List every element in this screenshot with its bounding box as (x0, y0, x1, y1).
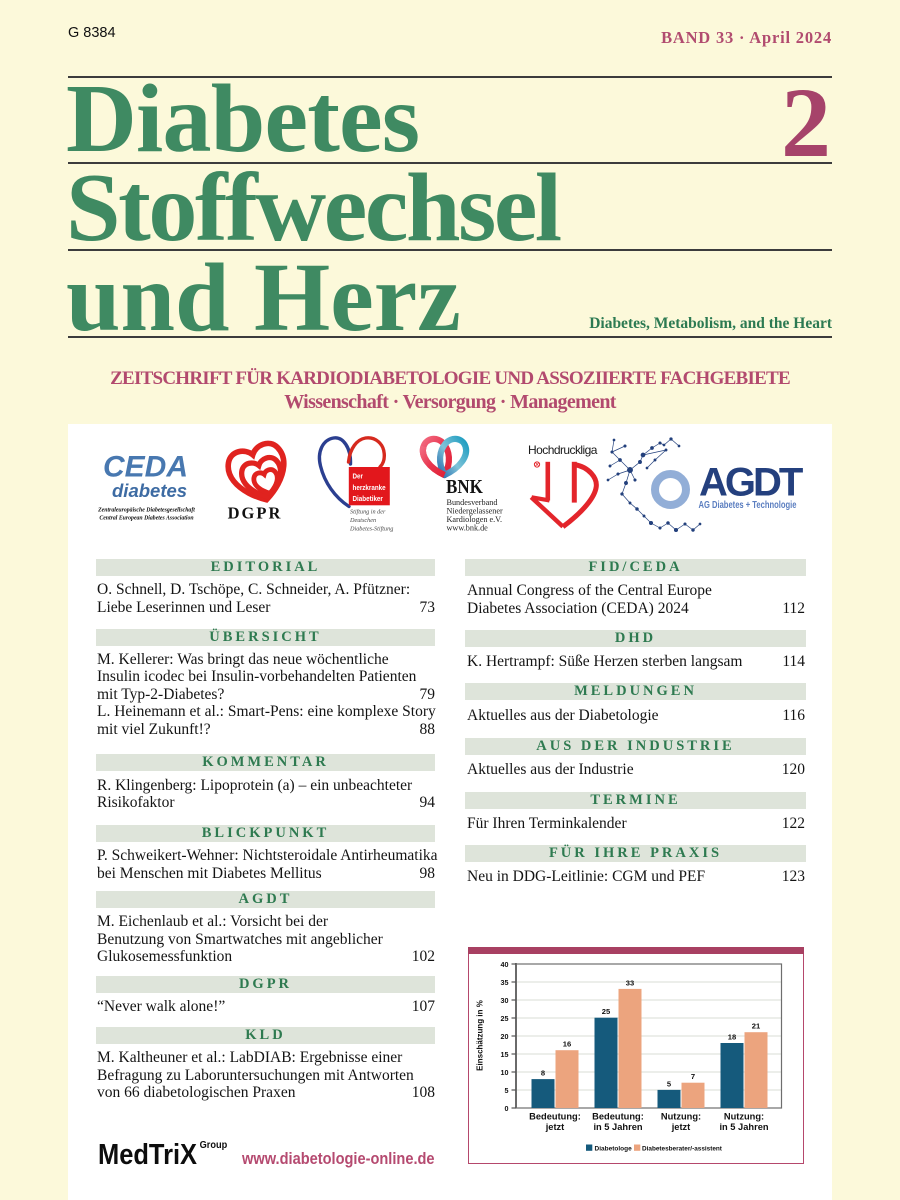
svg-text:Zentraleuropäische Diabetesges: Zentraleuropäische Diabetesgesellschaft (97, 508, 195, 514)
svg-text:DGPR: DGPR (228, 504, 283, 523)
svg-text:Diabetesberater/-assistent: Diabetesberater/-assistent (642, 1146, 723, 1153)
svg-text:33: 33 (626, 978, 634, 987)
svg-text:herzkranke: herzkranke (353, 485, 386, 493)
svg-text:Deutschen: Deutschen (349, 517, 376, 524)
svg-text:AGDT: AGDT (699, 461, 803, 505)
svg-text:25: 25 (602, 1007, 611, 1016)
svg-text:25: 25 (501, 1014, 509, 1023)
svg-text:in 5 Jahren: in 5 Jahren (719, 1122, 768, 1132)
svg-text:diabetes: diabetes (112, 480, 187, 501)
svg-text:jetzt: jetzt (671, 1122, 691, 1132)
svg-text:Kardiologen e.V.: Kardiologen e.V. (447, 515, 503, 524)
svg-text:Einschätzung in %: Einschätzung in % (476, 1000, 485, 1071)
svg-text:Diabetiker: Diabetiker (353, 496, 384, 504)
svg-text:Nutzung:: Nutzung: (724, 1112, 764, 1122)
svg-text:5: 5 (667, 1079, 672, 1088)
svg-text:30: 30 (501, 996, 509, 1005)
svg-text:7: 7 (691, 1072, 695, 1081)
svg-text:jetzt: jetzt (545, 1122, 565, 1132)
svg-text:CEDA: CEDA (103, 451, 188, 484)
svg-text:15: 15 (501, 1050, 509, 1059)
svg-text:10: 10 (501, 1068, 509, 1077)
svg-text:20: 20 (501, 1032, 509, 1041)
svg-text:16: 16 (563, 1040, 571, 1049)
svg-text:40: 40 (501, 960, 509, 969)
svg-text:Niedergelassener: Niedergelassener (447, 507, 503, 516)
svg-text:Hochdruckliga: Hochdruckliga (528, 443, 598, 457)
svg-text:Diabetologe: Diabetologe (595, 1146, 633, 1153)
svg-text:0: 0 (505, 1104, 509, 1113)
svg-text:35: 35 (501, 978, 509, 987)
svg-text:Stiftung in der: Stiftung in der (350, 509, 386, 516)
svg-text:5: 5 (505, 1086, 509, 1095)
svg-text:21: 21 (752, 1022, 761, 1031)
svg-text:18: 18 (728, 1033, 736, 1042)
svg-text:8: 8 (541, 1069, 545, 1078)
svg-text:Central European Diabetes Asso: Central European Diabetes Association (99, 516, 193, 522)
svg-text:in 5 Jahren: in 5 Jahren (593, 1122, 642, 1132)
svg-text:Bedeutung:: Bedeutung: (592, 1112, 644, 1122)
svg-text:BNK: BNK (446, 476, 483, 499)
svg-text:Nutzung:: Nutzung: (661, 1112, 701, 1122)
svg-text:AG Diabetes + Technologie: AG Diabetes + Technologie (699, 499, 797, 510)
svg-text:Bundesverband: Bundesverband (447, 498, 498, 507)
svg-text:Bedeutung:: Bedeutung: (529, 1112, 581, 1122)
svg-text:Der: Der (353, 473, 364, 481)
svg-text:Diabetes-Stiftung: Diabetes-Stiftung (349, 526, 393, 533)
svg-text:www.bnk.de: www.bnk.de (447, 524, 489, 533)
